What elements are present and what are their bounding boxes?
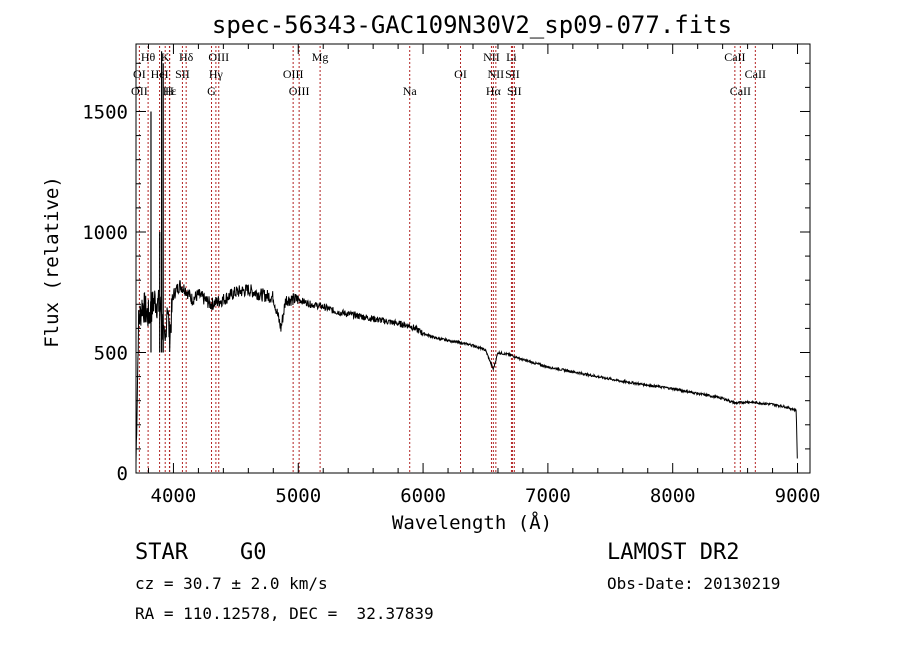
line-label: K [161,50,170,64]
y-tick-label: 1000 [82,222,128,244]
line-label: Hγ [209,67,224,81]
x-tick-label: 4000 [151,485,197,507]
line-label: CaII [730,84,751,98]
line-label: Na [403,84,418,98]
line-label: OIII [289,84,310,98]
object-subclass: G0 [240,540,267,565]
line-label: OIII [208,50,229,64]
line-label: OI [133,67,146,81]
line-label: NII [483,50,500,64]
line-label: Hα [486,84,502,98]
line-label: OI [454,67,467,81]
line-label: Hθ [141,50,156,64]
chart-title: spec-56343-GAC109N30V2_sp09-077.fits [212,11,732,39]
line-label: Hε [163,84,177,98]
object-class: STAR [135,540,188,565]
coordinates: RA = 110.12578, DEC = 32.37839 [135,604,434,623]
line-label: NII [488,67,505,81]
line-label: Hδ [179,50,194,64]
redshift-velocity: cz = 30.7 ± 2.0 km/s [135,574,328,593]
y-axis-label: Flux (relative) [41,176,63,348]
plot-frame [135,43,811,474]
line-label: SII [507,84,522,98]
y-tick-label: 0 [117,463,128,485]
line-label: OII [131,84,148,98]
line-label: CaII [745,67,766,81]
observation-date: Obs-Date: 20130219 [607,574,781,593]
x-tick-label: 5000 [275,485,321,507]
y-tick-label: 1500 [82,101,128,123]
line-label: OIII [283,67,304,81]
line-label: CaII [724,50,745,64]
x-tick-label: 7000 [525,485,571,507]
axes: 4000 5000 6000 7000 8000 9000 0 500 1000 1500 [82,43,821,507]
y-tick-label: 500 [94,342,128,364]
spectral-line-markers [138,46,756,473]
survey-name: LAMOST DR2 [607,540,740,565]
line-label: SII [175,67,190,81]
line-label: H [165,84,174,98]
line-label: HeI [151,67,169,81]
x-tick-label: 8000 [650,485,696,507]
x-tick-label: 9000 [775,485,821,507]
line-label: Mg [312,50,329,64]
x-tick-label: 6000 [400,485,446,507]
x-axis-label: Wavelength (Å) [392,511,552,534]
series-line [135,280,798,464]
spectrum-series [135,51,798,464]
line-label: SII [505,67,520,81]
line-label: G [207,84,216,98]
line-label: Li [506,50,517,64]
